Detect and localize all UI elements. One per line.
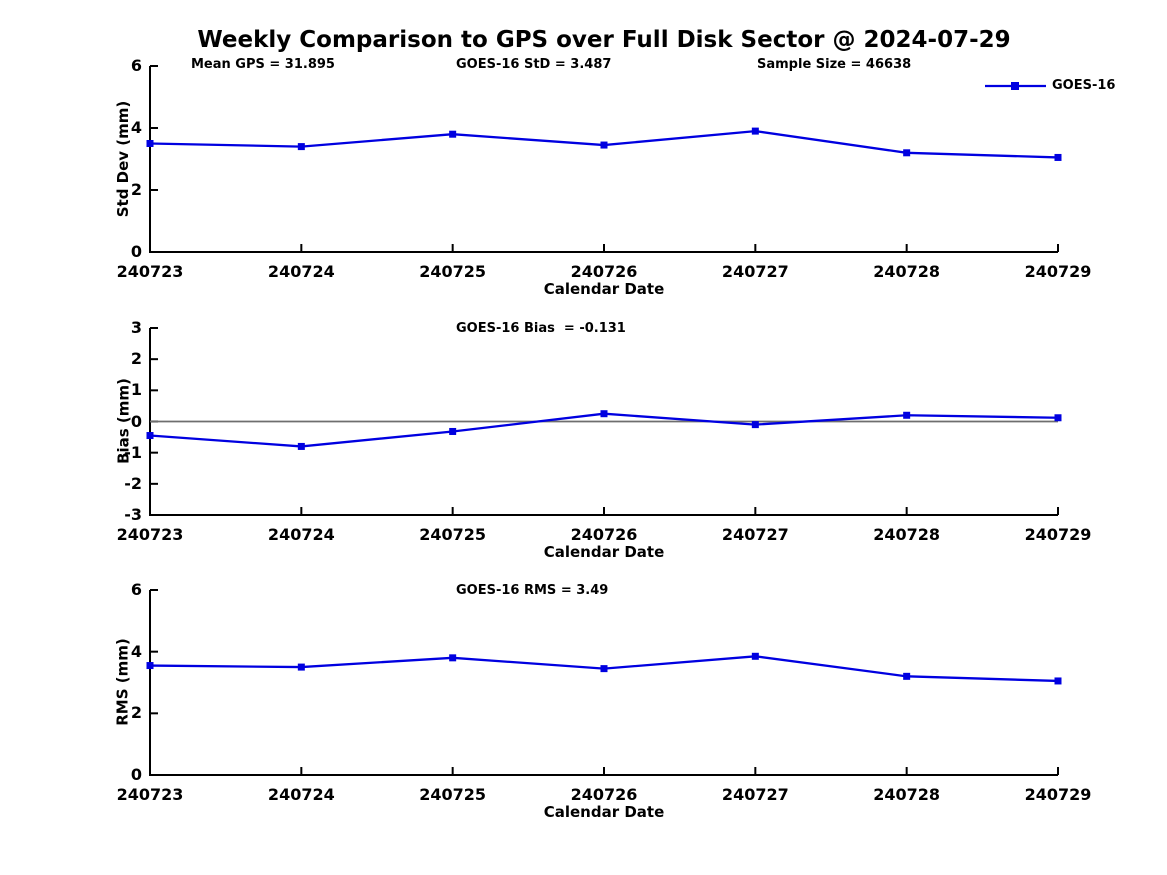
annotation-goes16-rms: GOES-16 RMS = 3.49 [456,583,609,598]
series-marker [1054,153,1062,161]
x-tick-label: 240727 [721,262,789,281]
series-marker [903,149,911,157]
x-tick-label: 240729 [1024,262,1092,281]
y-tick-label: 3 [130,318,142,337]
chart-title: Weekly Comparison to GPS over Full Disk … [197,27,1011,53]
axis-spines [149,66,1058,253]
x-tick-label: 240728 [873,785,941,804]
x-tick-label: 240728 [873,262,941,281]
legend-marker [1011,82,1019,90]
x-tick-label: 240723 [116,785,184,804]
x-tick-label: 240725 [419,262,487,281]
x-tick-label: 240724 [267,785,335,804]
series-marker [449,654,457,662]
x-tick-label: 240725 [419,785,487,804]
y-axis-label-std-dev: Std Dev (mm) [114,100,132,218]
y-tick-label: 2 [130,180,142,199]
series-marker [297,143,305,151]
y-tick-label: -2 [124,473,142,493]
series-marker [1054,414,1062,422]
series-marker [600,410,608,418]
series-marker [903,411,911,419]
legend-goes16-label: GOES-16 [1052,78,1116,93]
series-marker [146,432,154,440]
y-tick-label: 0 [130,411,142,431]
annotation-sample-size: Sample Size = 46638 [757,57,912,72]
x-tick-label: 240723 [116,262,184,281]
y-tick-label: 1 [130,380,142,400]
x-tick-label: 240725 [419,525,487,544]
y-tick-label: 2 [130,349,142,369]
annotation-goes16-bias: GOES-16 Bias = -0.131 [456,321,626,336]
x-tick-label: 240728 [873,525,941,544]
y-tick-label: -3 [124,505,142,524]
x-axis-label-middle: Calendar Date [543,543,665,561]
series-marker [751,421,759,429]
series-marker [146,662,154,670]
series-marker [751,127,759,135]
y-tick-label: 0 [130,765,142,784]
x-tick-label: 240726 [570,785,638,804]
y-tick-label: 6 [130,580,142,599]
x-tick-label: 240729 [1024,785,1092,804]
x-axis-label-top: Calendar Date [543,280,665,298]
series-marker [903,672,911,680]
series-marker [297,442,305,450]
series-marker [146,140,154,147]
y-tick-label: 0 [130,242,142,261]
y-tick-label: -1 [124,442,142,462]
x-tick-label: 240724 [267,525,335,544]
series-marker [600,141,608,149]
x-tick-label: 240726 [570,525,638,544]
x-tick-label: 240729 [1024,525,1092,544]
y-tick-label: 4 [130,641,142,661]
x-tick-label: 240726 [570,262,638,281]
series-marker [449,130,457,138]
y-tick-label: 2 [130,703,142,723]
x-tick-label: 240723 [116,525,184,544]
series-marker [1054,677,1062,685]
x-tick-label: 240727 [721,525,789,544]
x-axis-label-bottom: Calendar Date [543,803,665,821]
series-marker [600,665,608,673]
x-tick-label: 240724 [267,262,335,281]
series-marker [751,652,759,660]
series-marker [297,663,305,671]
x-tick-label: 240727 [721,785,789,804]
y-tick-label: 6 [130,56,142,75]
annotation-goes16-std: GOES-16 StD = 3.487 [456,57,612,72]
y-axis-label-rms: RMS (mm) [113,638,132,726]
series-line-goes16 [149,412,1059,448]
annotation-mean-gps: Mean GPS = 31.895 [191,57,335,72]
axis-spines [149,590,1058,776]
y-tick-label: 4 [130,118,142,137]
series-marker [449,427,457,435]
